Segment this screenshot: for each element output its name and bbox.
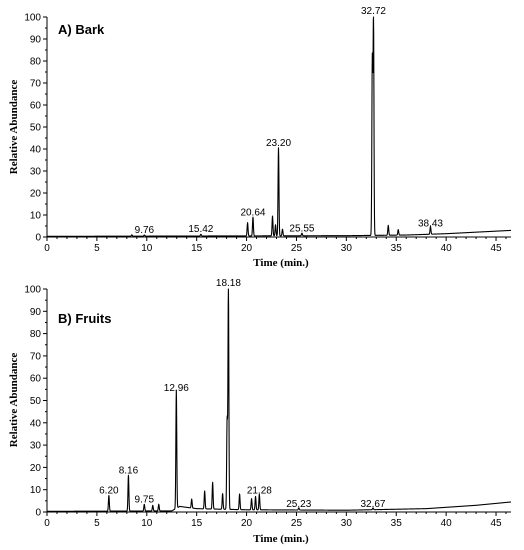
y-tick-label: 40 bbox=[30, 145, 42, 156]
x-tick-label: 5 bbox=[94, 243, 100, 254]
y-tick-label: 70 bbox=[30, 351, 42, 362]
y-tick-label: 0 bbox=[35, 508, 41, 519]
y-tick-label: 60 bbox=[30, 374, 42, 385]
peak-label: 15.42 bbox=[188, 224, 213, 235]
x-tick-label: 45 bbox=[490, 243, 502, 254]
peak-label: 38.43 bbox=[418, 218, 443, 229]
x-axis-title: Time (min.) bbox=[253, 533, 309, 545]
y-tick-label: 100 bbox=[24, 285, 41, 296]
peak-label: 32.67 bbox=[360, 499, 385, 510]
x-tick-label: 40 bbox=[441, 518, 453, 529]
peak-label: 8.16 bbox=[119, 465, 139, 476]
y-tick-label: 90 bbox=[30, 35, 42, 46]
peak-label: 6.20 bbox=[99, 485, 119, 496]
y-tick-label: 30 bbox=[30, 441, 42, 452]
panel-title: A) Bark bbox=[58, 22, 105, 37]
y-tick-label: 60 bbox=[30, 101, 42, 112]
x-tick-label: 15 bbox=[191, 243, 203, 254]
chromatogram-panel-bark: A) Bark Time (min.) Relative Abundance 0… bbox=[8, 6, 512, 269]
peak-label: 23.20 bbox=[266, 138, 291, 149]
x-axis-title: Time (min.) bbox=[253, 257, 309, 269]
peak-label: 9.76 bbox=[135, 225, 155, 236]
x-tick-label: 35 bbox=[391, 518, 403, 529]
x-tick-label: 20 bbox=[241, 518, 253, 529]
x-tick-label: 25 bbox=[291, 518, 303, 529]
y-tick-label: 50 bbox=[30, 123, 42, 134]
y-tick-label: 40 bbox=[30, 418, 42, 429]
x-tick-label: 30 bbox=[341, 243, 353, 254]
y-tick-label: 80 bbox=[30, 329, 42, 340]
peak-label: 21.28 bbox=[247, 485, 272, 496]
x-tick-label: 10 bbox=[141, 518, 153, 529]
x-tick-label: 35 bbox=[391, 243, 403, 254]
y-tick-label: 30 bbox=[30, 167, 42, 178]
x-tick-label: 45 bbox=[490, 518, 502, 529]
chromatogram-trace bbox=[46, 16, 512, 237]
x-tick-label: 0 bbox=[44, 243, 50, 254]
peak-label: 25.55 bbox=[289, 223, 314, 234]
y-tick-label: 10 bbox=[30, 485, 42, 496]
x-tick-label: 40 bbox=[441, 243, 453, 254]
x-tick-label: 10 bbox=[141, 243, 153, 254]
y-tick-label: 50 bbox=[30, 396, 42, 407]
y-tick-label: 0 bbox=[35, 233, 41, 244]
x-tick-label: 0 bbox=[44, 518, 50, 529]
chromatogram-trace bbox=[46, 288, 512, 512]
y-axis-title: Relative Abundance bbox=[8, 353, 20, 448]
x-tick-label: 5 bbox=[94, 518, 100, 529]
y-axis-title: Relative Abundance bbox=[8, 80, 20, 175]
y-tick-label: 70 bbox=[30, 79, 42, 90]
y-tick-label: 80 bbox=[30, 57, 42, 68]
panel-title: B) Fruits bbox=[58, 311, 111, 326]
y-tick-label: 90 bbox=[30, 307, 42, 318]
x-tick-label: 25 bbox=[291, 243, 303, 254]
y-tick-label: 100 bbox=[24, 13, 41, 24]
peak-label: 12.96 bbox=[164, 383, 189, 394]
y-tick-label: 10 bbox=[30, 211, 42, 222]
peak-label: 25.23 bbox=[286, 499, 311, 510]
x-tick-label: 30 bbox=[341, 518, 353, 529]
peak-label: 20.64 bbox=[240, 207, 265, 218]
peak-label: 18.18 bbox=[216, 278, 241, 289]
peak-label: 9.75 bbox=[135, 494, 155, 505]
x-tick-label: 15 bbox=[191, 518, 203, 529]
x-tick-label: 20 bbox=[241, 243, 253, 254]
chromatogram-panel-fruits: B) Fruits Time (min.) Relative Abundance… bbox=[8, 278, 512, 545]
y-tick-label: 20 bbox=[30, 463, 42, 474]
peak-label: 32.72 bbox=[361, 6, 386, 17]
y-tick-label: 20 bbox=[30, 189, 42, 200]
